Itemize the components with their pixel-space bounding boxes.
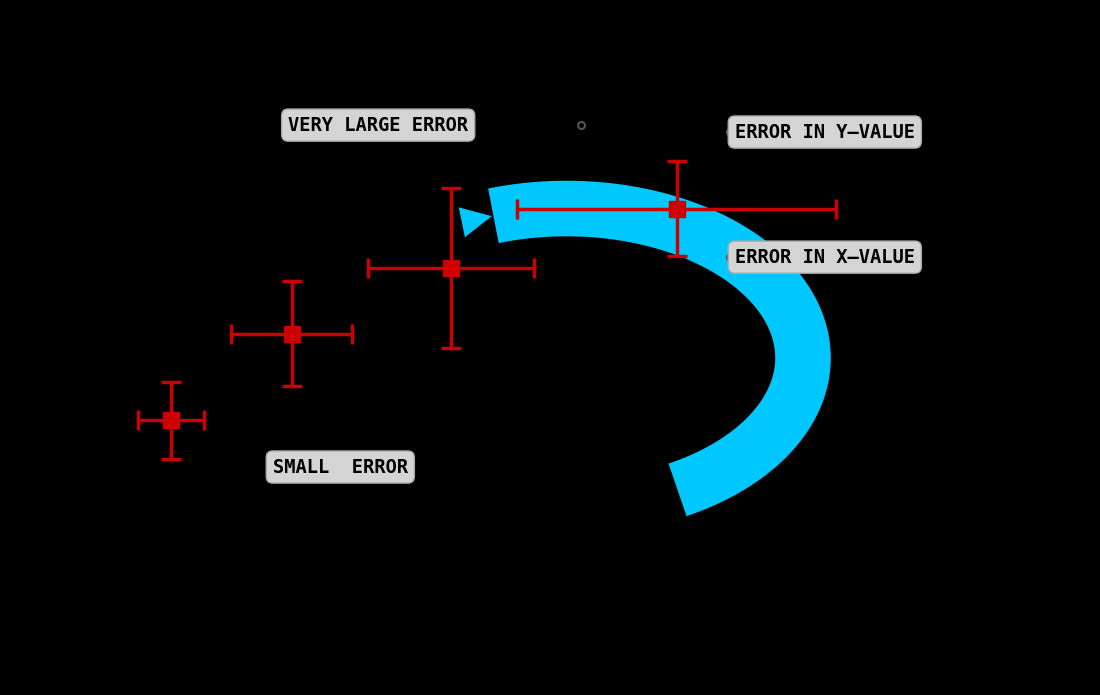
Text: SMALL  ERROR: SMALL ERROR [273,457,408,477]
Text: ERROR IN Y–VALUE: ERROR IN Y–VALUE [735,122,915,142]
Text: ERROR IN X–VALUE: ERROR IN X–VALUE [735,247,915,267]
Text: VERY LARGE ERROR: VERY LARGE ERROR [288,115,469,135]
